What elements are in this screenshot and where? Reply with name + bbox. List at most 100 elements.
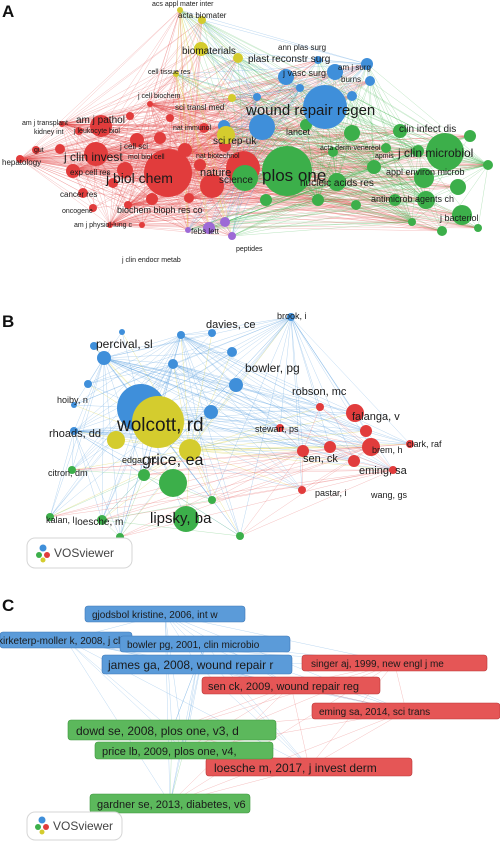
node-red-e[interactable] (184, 193, 194, 203)
node-febs-lett[interactable] (203, 222, 215, 234)
node-sen[interactable] (297, 445, 309, 457)
node-yellow-b[interactable] (179, 439, 201, 461)
node-clin-infect-dis[interactable] (393, 124, 407, 138)
node-j-clin-invest[interactable] (84, 142, 108, 166)
node-j-biol-chem[interactable] (144, 149, 192, 197)
node-red-mid[interactable] (200, 174, 224, 198)
node-j-cell-biochem[interactable] (147, 101, 153, 107)
paper-box-gjodsbol[interactable] (84, 605, 246, 623)
node-citron[interactable] (68, 466, 76, 474)
node-yellow-a[interactable] (233, 53, 243, 63)
node-gut[interactable] (32, 146, 40, 154)
node-blue-l[interactable] (71, 402, 77, 408)
node-blue-h[interactable] (227, 347, 237, 357)
node-green-d[interactable] (389, 194, 401, 206)
node-green-m[interactable] (260, 194, 272, 206)
paper-box-dowd[interactable] (67, 719, 277, 741)
node-antimicrob-agents[interactable] (417, 191, 435, 209)
node-green-b[interactable] (344, 125, 360, 141)
node-kidney-int[interactable] (75, 127, 83, 135)
node-hoiby[interactable] (70, 427, 78, 435)
node-appl-environ-microb[interactable] (414, 168, 434, 188)
node-j-cell-sci[interactable] (130, 133, 144, 147)
node-green-b2[interactable] (236, 532, 244, 540)
paper-box-eming[interactable] (311, 702, 500, 720)
node-grice[interactable] (159, 469, 187, 497)
node-falanga[interactable] (346, 404, 364, 422)
node-plast-reconstr-surg[interactable] (278, 69, 294, 85)
node-green-b3[interactable] (208, 496, 216, 504)
node-blue-g[interactable] (177, 331, 185, 339)
node-percival[interactable] (97, 351, 111, 365)
node-cell-tissue-res[interactable] (173, 71, 179, 77)
paper-box-loesche[interactable] (205, 757, 413, 777)
node-rhoads[interactable] (107, 431, 125, 449)
node-brook[interactable] (287, 313, 295, 321)
node-am-j-physiol[interactable] (107, 222, 113, 228)
node-green-a[interactable] (450, 179, 466, 195)
node-red-k[interactable] (139, 222, 145, 228)
node-green-f[interactable] (312, 194, 324, 206)
node-red-b1[interactable] (360, 425, 372, 437)
node-stewart[interactable] (276, 424, 284, 432)
node-biochem[interactable] (146, 193, 158, 205)
node-apmis[interactable] (412, 145, 424, 157)
node-red-b2[interactable] (324, 441, 336, 453)
node-green-i[interactable] (483, 160, 493, 170)
node-wang[interactable] (348, 455, 360, 467)
node-red-g[interactable] (108, 178, 118, 188)
node-acs-appl[interactable] (177, 7, 183, 13)
node-am-j-pathol[interactable] (90, 115, 112, 137)
node-nucleic-acids[interactable] (328, 173, 346, 191)
node-green-e[interactable] (351, 200, 361, 210)
node-blue-b[interactable] (347, 91, 357, 101)
node-acta-biomater[interactable] (198, 16, 206, 24)
node-edgar[interactable] (138, 469, 150, 481)
node-hepatology[interactable] (16, 155, 24, 163)
node-purple-a[interactable] (220, 217, 230, 227)
node-red-l[interactable] (124, 201, 132, 209)
node-burns[interactable] (365, 76, 375, 86)
node-science[interactable] (232, 165, 258, 191)
node-cancer-res[interactable] (78, 188, 88, 198)
node-sci-rep-uk[interactable] (249, 114, 275, 140)
node-green-l[interactable] (408, 218, 416, 226)
paper-box-bowler[interactable] (119, 635, 291, 653)
node-green-k[interactable] (474, 224, 482, 232)
node-blue-a[interactable] (327, 64, 343, 80)
node-green-c[interactable] (367, 160, 381, 174)
node-blue-j[interactable] (168, 359, 178, 369)
node-nat-immunol[interactable] (199, 123, 209, 133)
node-am-j-surg[interactable] (361, 58, 373, 70)
node-oncogene[interactable] (89, 204, 97, 212)
node-blue-e[interactable] (90, 342, 98, 350)
node-yellow-main[interactable] (217, 126, 235, 144)
node-biomaterials[interactable] (194, 42, 208, 56)
node-green-g[interactable] (381, 143, 391, 153)
node-j-clin-microbiol[interactable] (426, 133, 464, 171)
paper-box-james[interactable] (101, 654, 293, 675)
node-ann-plas-surg[interactable] (314, 56, 322, 64)
node-exp-cell-res[interactable] (66, 164, 80, 178)
node-sci-transl-med[interactable] (228, 94, 236, 102)
node-eming[interactable] (362, 438, 380, 456)
node-blue-f[interactable] (119, 329, 125, 335)
paper-box-sen[interactable] (201, 676, 381, 695)
node-lipsky[interactable] (173, 506, 199, 532)
node-robson[interactable] (316, 403, 324, 411)
node-acta-derm[interactable] (328, 147, 338, 157)
node-purple-b[interactable] (228, 232, 236, 240)
node-red-i[interactable] (166, 114, 174, 122)
node-red-b3[interactable] (389, 466, 397, 474)
node-blue-d[interactable] (253, 93, 261, 101)
node-am-j-transplant[interactable] (59, 121, 65, 127)
node-wound-repair-regen[interactable] (303, 85, 347, 129)
node-kalan[interactable] (46, 513, 54, 521)
node-red-b[interactable] (154, 132, 166, 144)
node-blue-i[interactable] (204, 405, 218, 419)
node-plos-one[interactable] (262, 146, 312, 196)
node-green-h[interactable] (464, 130, 476, 142)
node-pastar[interactable] (298, 486, 306, 494)
node-davies[interactable] (208, 329, 216, 337)
node-blue-k[interactable] (84, 380, 92, 388)
